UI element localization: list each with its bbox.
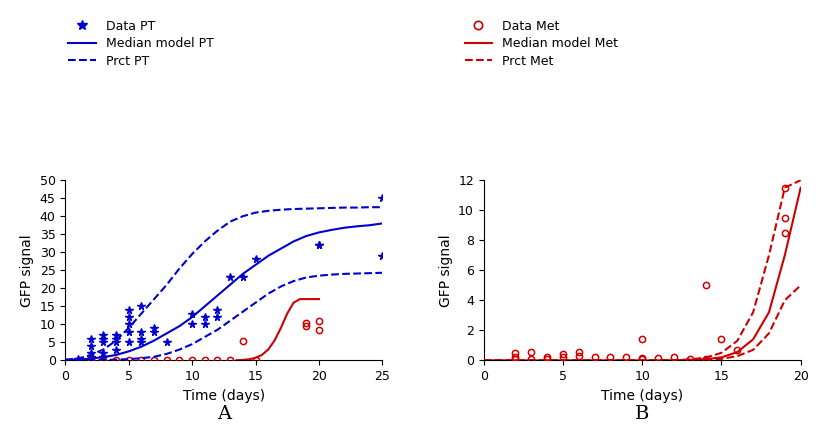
Text: B: B [635,405,650,423]
Legend: Data Met, Median model Met, Prct Met: Data Met, Median model Met, Prct Met [460,15,623,73]
Text: A: A [217,405,231,423]
X-axis label: Time (days): Time (days) [601,389,683,403]
Y-axis label: GFP signal: GFP signal [439,234,453,307]
Y-axis label: GFP signal: GFP signal [20,234,34,307]
Legend: Data PT, Median model PT, Prct PT: Data PT, Median model PT, Prct PT [64,15,219,73]
X-axis label: Time (days): Time (days) [183,389,265,403]
